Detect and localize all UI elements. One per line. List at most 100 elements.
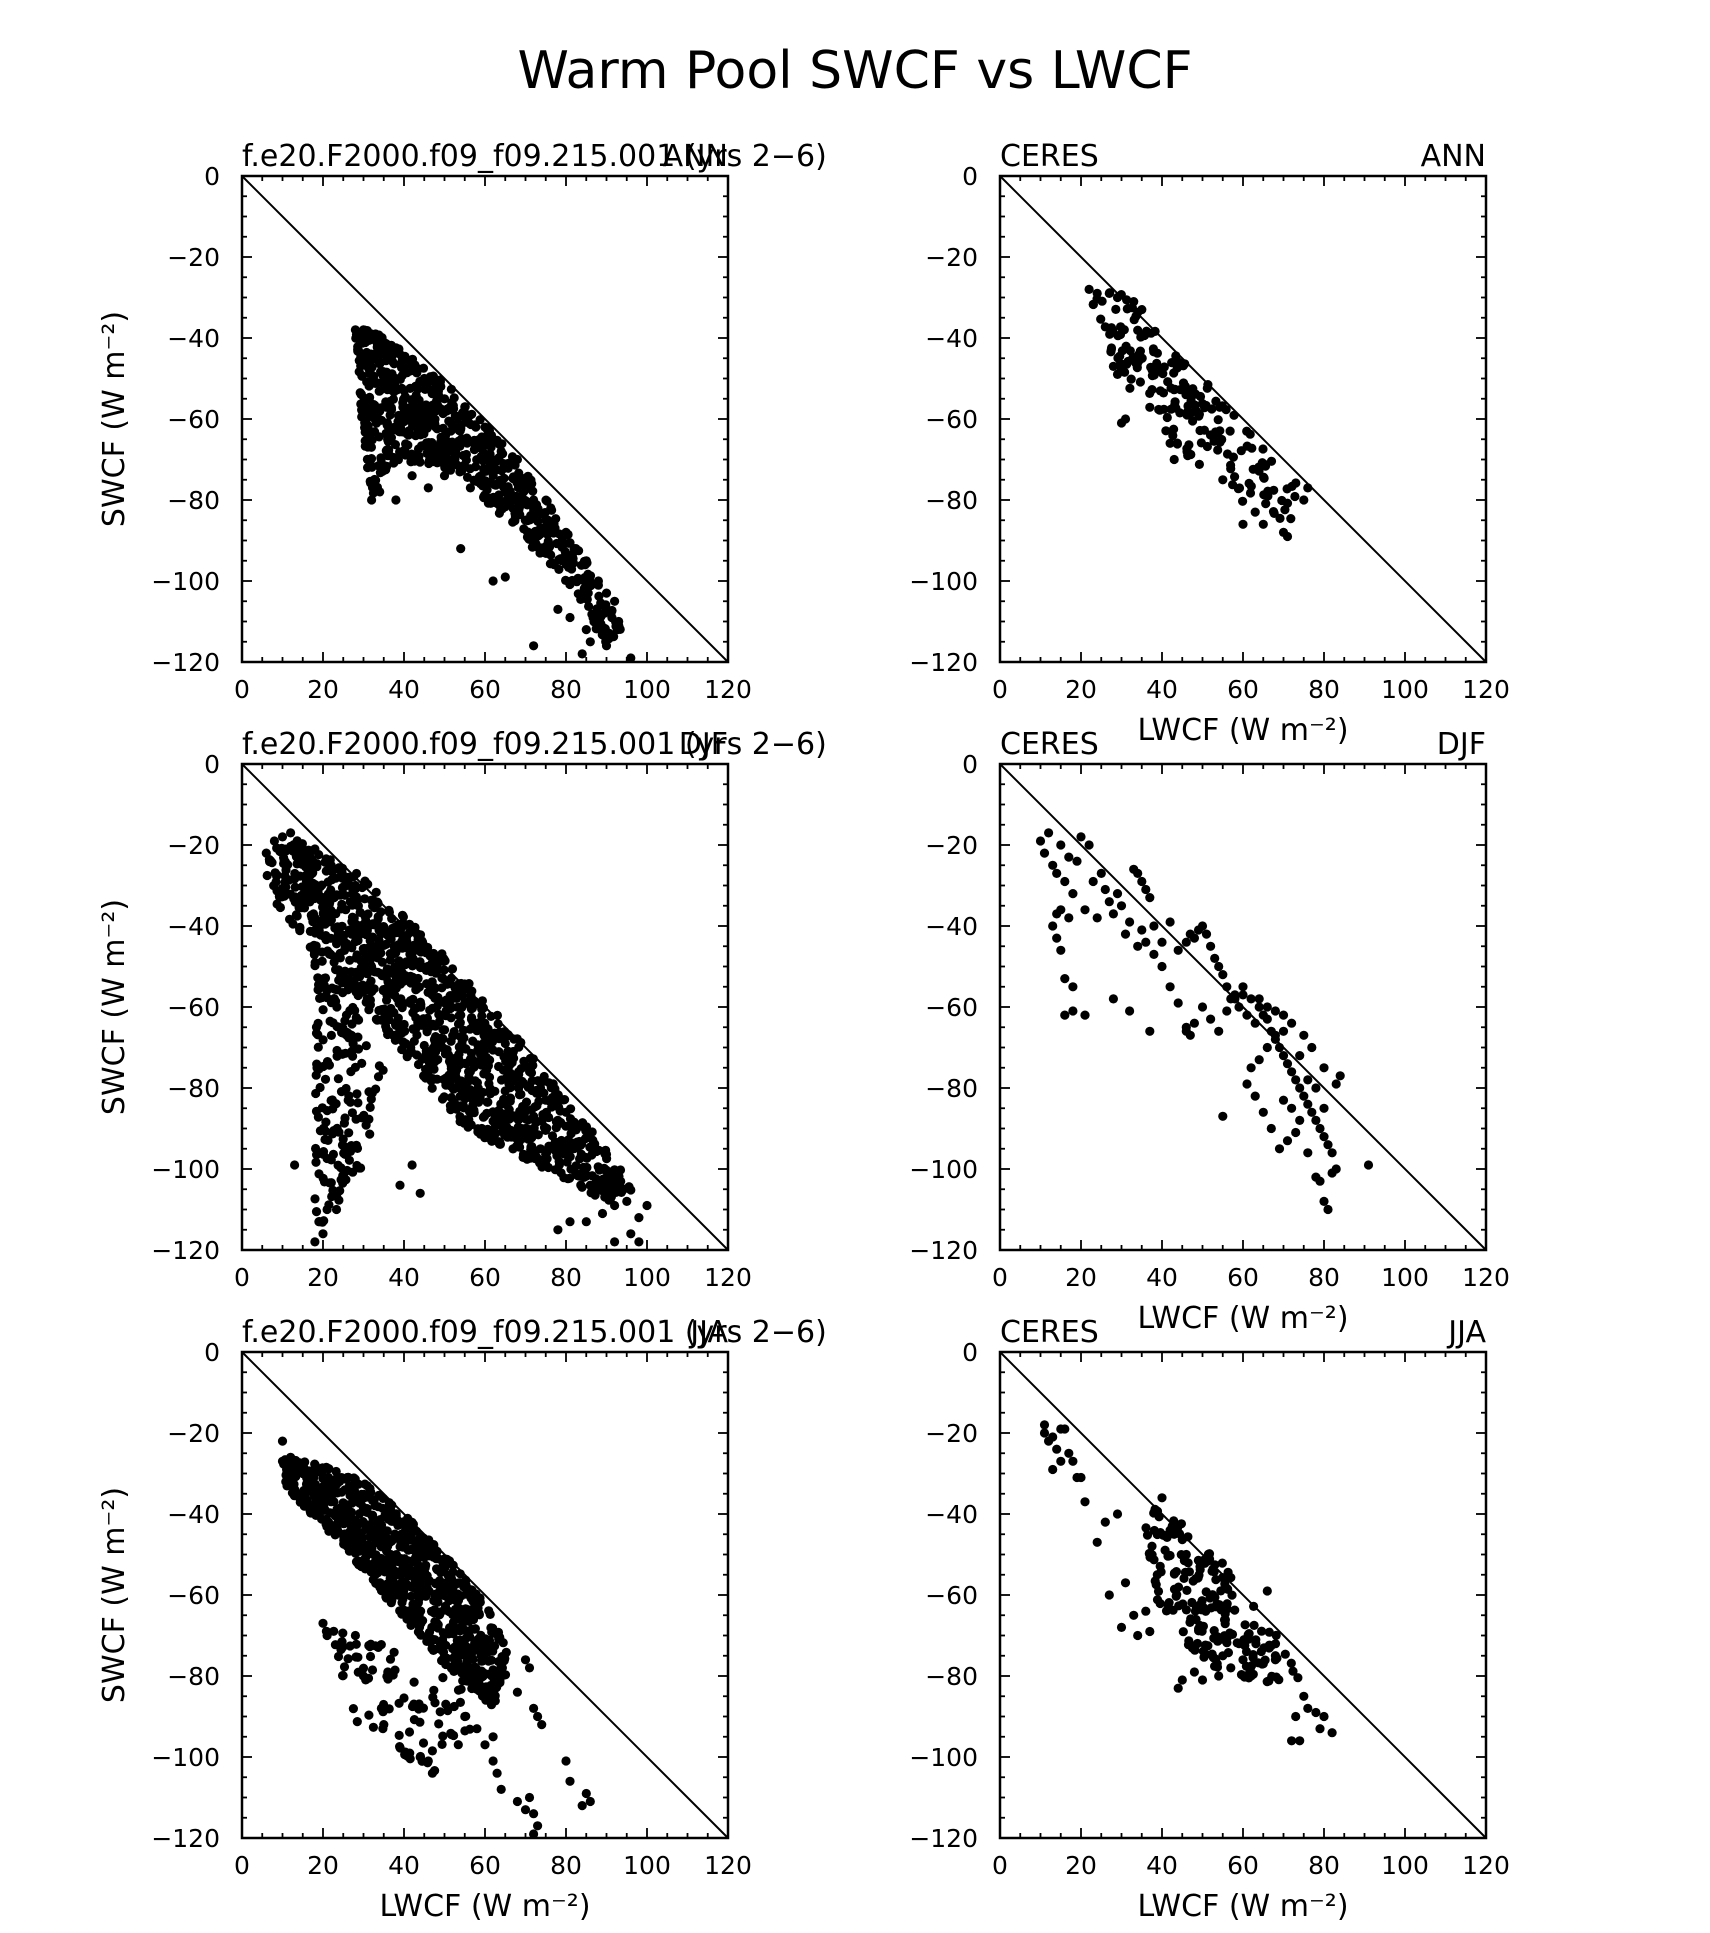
data-point xyxy=(525,1053,535,1064)
data-point xyxy=(599,608,610,618)
data-point xyxy=(416,1549,426,1560)
data-point xyxy=(1111,304,1121,314)
data-point xyxy=(1213,445,1223,455)
data-point xyxy=(397,370,407,381)
data-point xyxy=(1171,1591,1181,1601)
data-point xyxy=(337,1140,348,1150)
data-point xyxy=(405,996,415,1006)
data-point xyxy=(423,483,433,493)
data-point xyxy=(1254,994,1264,1004)
data-point xyxy=(470,462,481,472)
data-point xyxy=(354,1493,364,1503)
data-point xyxy=(415,1188,425,1198)
data-point xyxy=(369,1515,379,1525)
data-point xyxy=(1195,1561,1205,1572)
y-tick-label: −20 xyxy=(925,831,978,860)
x-tick-label: 100 xyxy=(1381,1263,1429,1292)
data-point xyxy=(333,1074,343,1084)
data-point xyxy=(480,1740,490,1750)
data-point xyxy=(438,1025,448,1035)
data-point xyxy=(478,1087,488,1097)
data-point xyxy=(1039,1420,1050,1430)
data-point xyxy=(357,370,367,381)
data-point xyxy=(329,997,339,1007)
data-point xyxy=(409,1677,419,1687)
data-point xyxy=(443,1706,453,1716)
data-point xyxy=(1291,1127,1301,1138)
data-point xyxy=(485,1609,495,1619)
panel-left-title: f.e20.F2000.f09_f09.215.001 (yrs 2−6) xyxy=(242,139,827,174)
data-point xyxy=(504,1130,514,1140)
data-point xyxy=(615,1165,626,1175)
data-point xyxy=(461,455,471,465)
data-point xyxy=(353,1098,363,1108)
data-point xyxy=(440,956,450,966)
data-point xyxy=(1126,374,1136,384)
data-point xyxy=(1274,1042,1285,1053)
y-tick-label: −100 xyxy=(151,1155,220,1184)
data-point xyxy=(482,1097,492,1107)
data-point xyxy=(600,602,610,612)
data-point xyxy=(1307,1107,1317,1117)
data-point xyxy=(381,402,392,412)
data-point xyxy=(272,899,282,909)
data-point xyxy=(376,1703,386,1713)
data-point xyxy=(1222,1006,1232,1016)
data-point xyxy=(1303,1099,1313,1109)
data-point xyxy=(1295,1115,1305,1125)
data-point xyxy=(322,1630,332,1641)
data-point xyxy=(471,476,482,486)
data-point xyxy=(594,1165,605,1175)
data-point xyxy=(482,1065,492,1075)
data-point xyxy=(326,1497,336,1507)
data-point xyxy=(624,1182,634,1192)
data-point xyxy=(1269,508,1279,518)
data-point xyxy=(510,512,520,522)
x-tick-label: 60 xyxy=(1227,675,1259,704)
y-tick-label: −120 xyxy=(909,648,978,677)
data-point xyxy=(527,1085,537,1096)
data-point xyxy=(607,1186,617,1196)
data-point xyxy=(586,581,596,591)
data-point xyxy=(397,910,408,920)
data-point xyxy=(389,1647,399,1657)
data-point xyxy=(332,1488,343,1498)
data-point xyxy=(400,1750,410,1760)
data-point xyxy=(1039,848,1050,858)
data-point xyxy=(429,1685,439,1695)
data-point xyxy=(395,1180,405,1190)
data-point xyxy=(1290,491,1300,502)
data-point xyxy=(311,1157,321,1167)
data-point xyxy=(626,653,636,663)
data-point xyxy=(1068,889,1078,899)
data-point xyxy=(381,1557,391,1567)
data-point xyxy=(327,1191,337,1202)
data-point xyxy=(1080,1010,1090,1020)
data-point xyxy=(1225,1628,1235,1638)
data-point xyxy=(1064,1448,1074,1458)
data-point xyxy=(1191,1574,1201,1584)
data-point xyxy=(1080,1497,1090,1507)
data-point xyxy=(498,1065,508,1075)
data-point xyxy=(1286,1658,1296,1668)
data-point xyxy=(392,994,402,1004)
data-point xyxy=(585,1180,595,1190)
data-point xyxy=(311,1088,321,1099)
data-point xyxy=(549,560,559,570)
data-point xyxy=(292,849,302,859)
data-point xyxy=(1100,1517,1110,1527)
data-point xyxy=(467,1013,477,1023)
panel-right-title: DJF xyxy=(1437,727,1486,762)
data-point xyxy=(376,907,386,917)
data-point xyxy=(422,1538,433,1548)
x-tick-label: 40 xyxy=(388,675,420,704)
data-point xyxy=(1181,1605,1191,1615)
data-point xyxy=(477,1011,487,1021)
data-point xyxy=(339,1662,350,1672)
data-point xyxy=(453,1589,463,1599)
data-point xyxy=(414,982,424,992)
data-point xyxy=(488,1107,498,1117)
data-point xyxy=(338,1178,348,1188)
data-point xyxy=(461,1115,471,1125)
data-point xyxy=(1188,384,1198,394)
